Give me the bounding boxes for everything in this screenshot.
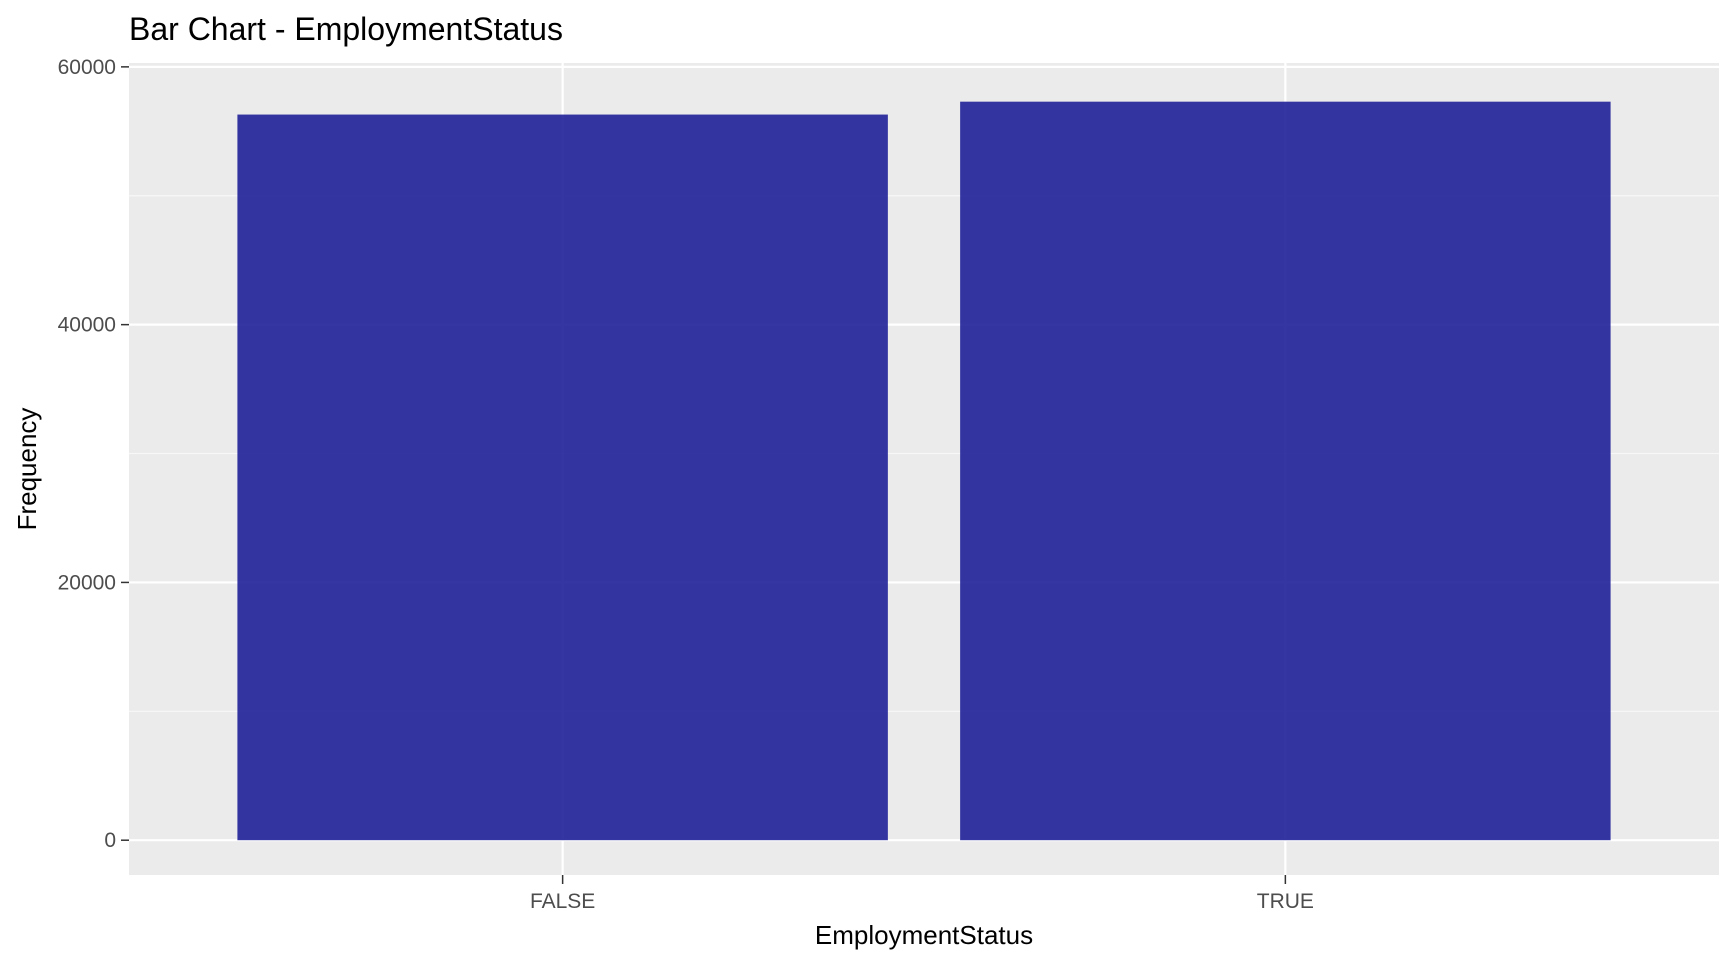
bar-false — [237, 114, 888, 841]
y-tick-label: 60000 — [58, 56, 116, 79]
chart-title: Bar Chart - EmploymentStatus — [129, 11, 563, 47]
bar-true — [960, 101, 1611, 841]
x-tick-label: FALSE — [530, 890, 595, 913]
y-tick-label: 0 — [104, 829, 116, 852]
y-tick-label: 20000 — [58, 571, 116, 594]
y-axis: 0 20000 40000 60000 — [58, 56, 129, 852]
x-axis: FALSE TRUE — [530, 875, 1314, 913]
x-tick-label: TRUE — [1257, 890, 1314, 913]
y-tick-label: 40000 — [58, 314, 116, 337]
x-axis-title: EmploymentStatus — [815, 920, 1033, 950]
y-axis-title: Frequency — [12, 408, 42, 531]
bars — [237, 101, 1611, 841]
